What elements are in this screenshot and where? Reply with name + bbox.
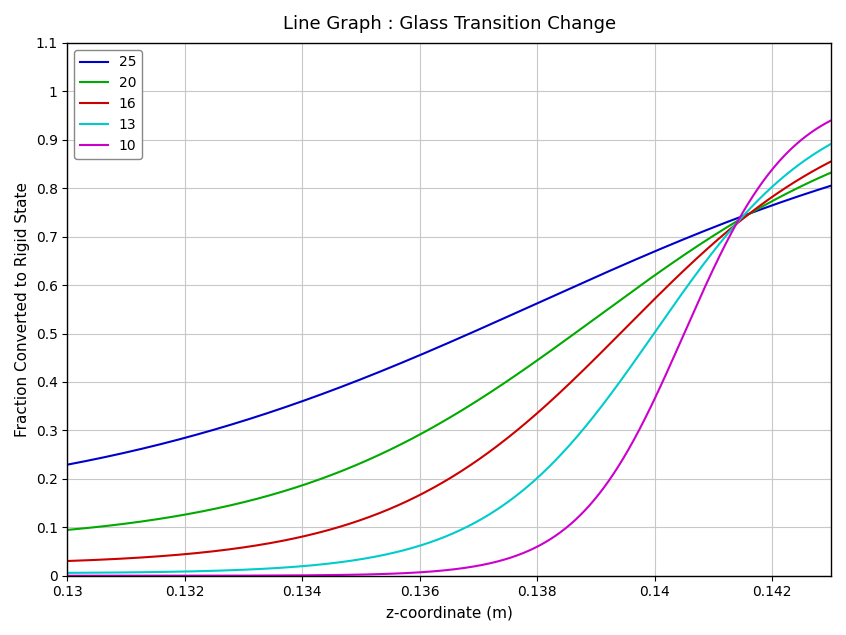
- 25: [150, 442, 160, 450]
- 20: [811, 175, 821, 183]
- 10: [728, 225, 739, 232]
- 13: [826, 140, 836, 148]
- 25: [388, 363, 398, 370]
- 13: [355, 556, 365, 563]
- 10: [150, 572, 160, 580]
- 10: [355, 571, 365, 578]
- 20: [150, 516, 160, 523]
- 20: [388, 444, 398, 452]
- 13: [195, 567, 205, 575]
- Line: 13: 13: [68, 144, 831, 573]
- 13: [63, 569, 73, 577]
- 13: [150, 568, 160, 576]
- 13: [388, 549, 398, 557]
- 13: [728, 223, 739, 231]
- 20: [826, 169, 836, 177]
- 10: [826, 117, 836, 124]
- Line: 20: 20: [68, 173, 831, 530]
- Line: 10: 10: [68, 121, 831, 576]
- 16: [195, 549, 205, 556]
- 10: [811, 125, 821, 133]
- 16: [150, 553, 160, 561]
- Line: 25: 25: [68, 185, 831, 465]
- 16: [355, 516, 365, 524]
- 16: [63, 557, 73, 565]
- 16: [826, 157, 836, 165]
- 16: [728, 222, 739, 230]
- 16: [811, 166, 821, 173]
- 10: [388, 570, 398, 577]
- 25: [355, 376, 365, 384]
- 20: [355, 460, 365, 467]
- 13: [811, 149, 821, 157]
- 20: [728, 219, 739, 227]
- 10: [195, 572, 205, 580]
- 25: [811, 187, 821, 194]
- Line: 16: 16: [68, 161, 831, 561]
- 25: [826, 182, 836, 189]
- 25: [195, 430, 205, 438]
- 10: [63, 572, 73, 580]
- Legend: 25, 20, 16, 13, 10: 25, 20, 16, 13, 10: [74, 50, 142, 159]
- Title: Line Graph : Glass Transition Change: Line Graph : Glass Transition Change: [283, 15, 616, 33]
- 25: [63, 461, 73, 469]
- 20: [195, 508, 205, 516]
- 25: [728, 216, 739, 224]
- Y-axis label: Fraction Converted to Rigid State: Fraction Converted to Rigid State: [15, 182, 30, 437]
- 20: [63, 526, 73, 533]
- X-axis label: z-coordinate (m): z-coordinate (m): [386, 605, 513, 620]
- 16: [388, 504, 398, 511]
